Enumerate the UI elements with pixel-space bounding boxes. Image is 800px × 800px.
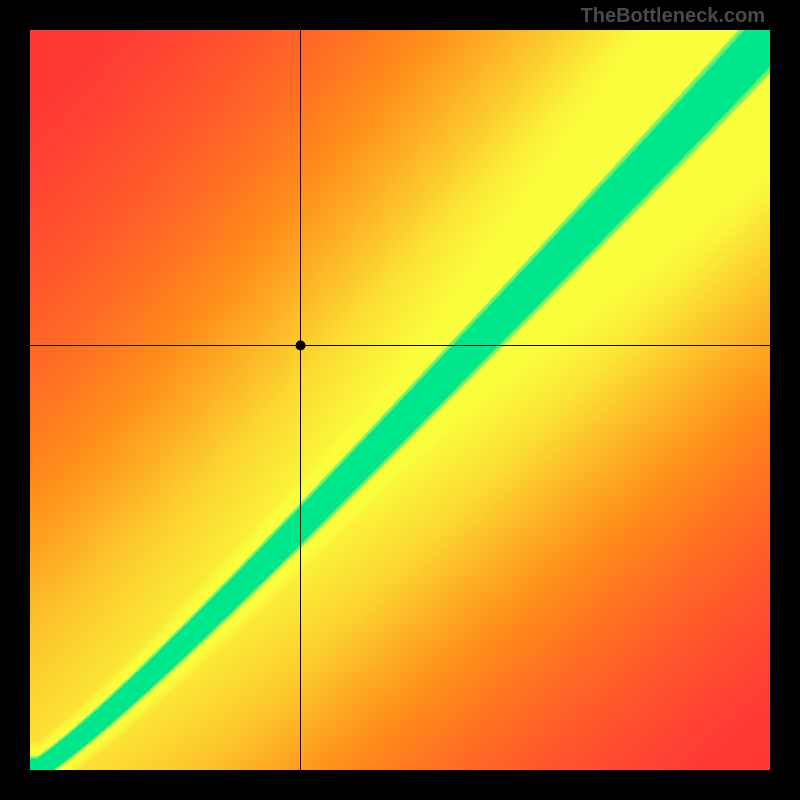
plot-area	[30, 30, 770, 770]
chart-container: TheBottleneck.com	[0, 0, 800, 800]
bottleneck-heatmap	[30, 30, 770, 770]
watermark-text: TheBottleneck.com	[581, 5, 765, 28]
